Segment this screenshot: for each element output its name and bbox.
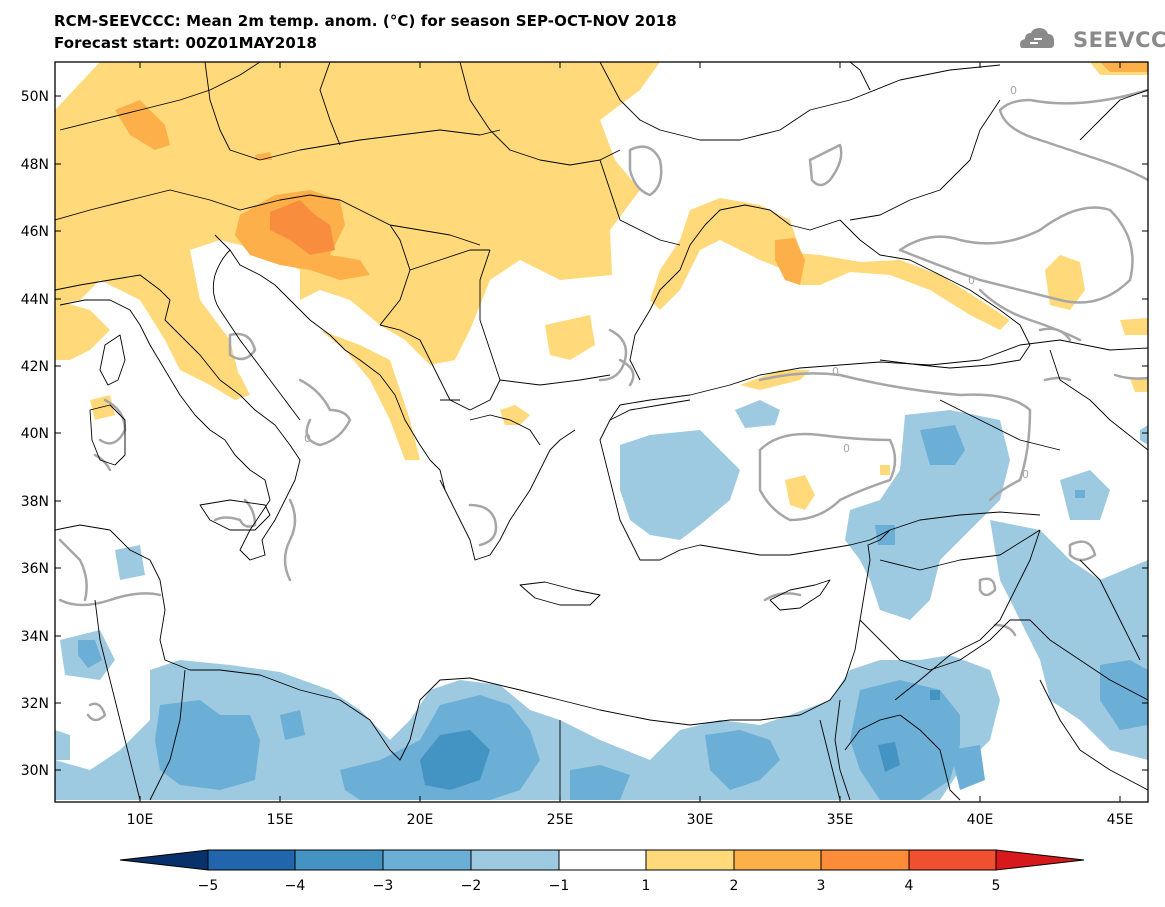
lat-label: 50N (21, 89, 49, 105)
colorbar-segment (207, 849, 296, 871)
lon-label: 10E (127, 812, 154, 828)
lon-label: 15E (267, 812, 294, 828)
colorbar (119, 849, 1085, 871)
colorbar-segment (119, 849, 209, 871)
zero-anomaly-contours (58, 88, 1148, 722)
lat-label: 38N (21, 494, 49, 510)
colorbar-segment (995, 849, 1085, 871)
warm-anomaly-level1 (55, 62, 1148, 510)
lat-label: 30N (21, 763, 49, 779)
map-title: RCM-SEEVCCC: Mean 2m temp. anom. (°C) fo… (54, 12, 677, 30)
zero-contour-label: 0 (1022, 468, 1029, 481)
lat-label: 32N (21, 696, 49, 712)
coastlines-and-borders (55, 62, 1148, 801)
zero-contour-label: 0 (843, 442, 850, 455)
colorbar-label: 3 (817, 878, 826, 894)
warm-anomaly-level3 (270, 200, 335, 255)
colorbar-label: 4 (905, 878, 914, 894)
lat-label: 44N (21, 292, 49, 308)
colorbar-label: −4 (285, 878, 306, 894)
lat-label: 42N (21, 359, 49, 375)
cool-anomaly-level3 (420, 690, 940, 790)
lon-label: 20E (407, 812, 434, 828)
lat-label: 48N (21, 157, 49, 173)
zero-contour-label: 0 (1010, 84, 1017, 97)
cloud-logo-icon (1020, 28, 1055, 48)
lat-label: 36N (21, 561, 49, 577)
seevccc-logo-text: SEEVCCC (1073, 28, 1165, 52)
colorbar-label: −1 (549, 878, 570, 894)
colorbar-label: 5 (992, 878, 1001, 894)
lat-label: 34N (21, 629, 49, 645)
colorbar-label: 2 (730, 878, 739, 894)
map-frame (54, 61, 1149, 803)
colorbar-segment (294, 849, 384, 871)
lon-label: 40E (967, 812, 994, 828)
lon-label: 45E (1107, 812, 1134, 828)
lat-label: 46N (21, 224, 49, 240)
zero-contour-label: 0 (968, 274, 975, 287)
colorbar-segment (470, 849, 560, 871)
colorbar-label: −3 (373, 878, 394, 894)
lon-label: 35E (827, 812, 854, 828)
colorbar-label: −5 (198, 878, 219, 894)
colorbar-segment (733, 849, 822, 871)
colorbar-label: −2 (461, 878, 482, 894)
colorbar-segment (645, 849, 735, 871)
lon-label: 30E (687, 812, 714, 828)
zero-contour-label: 0 (832, 365, 839, 378)
colorbar-segment (820, 849, 910, 871)
colorbar-label: 1 (642, 878, 651, 894)
colorbar-segment (382, 849, 472, 871)
lon-label: 25E (547, 812, 574, 828)
zero-contour-label: 0 (304, 432, 311, 445)
lat-label: 40N (21, 426, 49, 442)
colorbar-segment (558, 849, 647, 871)
forecast-start-label: Forecast start: 00Z01MAY2018 (54, 34, 317, 52)
colorbar-segment (908, 849, 997, 871)
zero-contour-labels: 0 0 0 0 0 0 (304, 84, 1029, 481)
